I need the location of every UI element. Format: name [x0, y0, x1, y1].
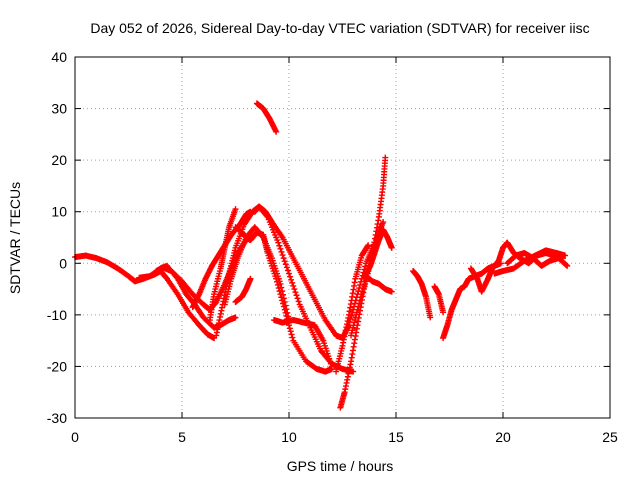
data-point: [286, 325, 293, 332]
data-point: [427, 314, 434, 321]
data-point: [282, 309, 289, 316]
data-point: [360, 285, 367, 292]
data-point: [286, 270, 292, 277]
data-point: [287, 328, 294, 335]
y-tick-label: 30: [51, 101, 67, 117]
data-point: [279, 252, 286, 259]
data-point: [283, 264, 290, 271]
data-point: [282, 261, 289, 268]
data-point: [356, 300, 363, 307]
data-point: [281, 306, 288, 313]
data-point: [564, 262, 571, 269]
data-point: [273, 275, 280, 282]
series-arc-05: [206, 206, 239, 324]
data-point: [288, 331, 295, 338]
data-point: [274, 278, 281, 285]
series-arc-14: [333, 242, 372, 375]
data-point: [292, 289, 299, 296]
data-point: [278, 248, 285, 255]
y-tick-label: 40: [51, 49, 67, 65]
grid-lines: [75, 57, 610, 418]
data-point: [276, 242, 283, 249]
x-tick-label: 25: [602, 429, 618, 445]
data-point: [274, 281, 281, 288]
series-arc-24: [504, 249, 571, 269]
data-point: [294, 295, 301, 302]
data-point: [289, 279, 296, 286]
data-point: [283, 312, 290, 319]
axis-ticks: 0 5 10 15 20 25 -30 -20 -10 0 10 20 30 40: [47, 49, 618, 445]
series-arc-12: [271, 317, 335, 370]
data-point: [357, 297, 364, 304]
data-point: [277, 245, 284, 252]
data-points: [72, 100, 571, 411]
data-point: [277, 291, 284, 298]
data-point: [275, 285, 282, 292]
y-tick-label: 20: [51, 152, 67, 168]
data-point: [388, 288, 395, 295]
data-point: [357, 294, 364, 301]
x-tick-label: 5: [178, 429, 186, 445]
data-point: [295, 298, 302, 305]
data-point: [287, 273, 294, 280]
x-tick-label: 20: [495, 429, 511, 445]
y-tick-label: 0: [59, 255, 67, 271]
data-point: [562, 252, 569, 259]
data-point: [281, 258, 288, 265]
y-tick-label: -30: [47, 410, 67, 426]
data-point: [440, 309, 447, 316]
x-tick-label: 10: [281, 429, 297, 445]
y-tick-label: -10: [47, 307, 67, 323]
series-arc-17: [363, 273, 395, 295]
data-point: [273, 128, 280, 135]
data-point: [276, 288, 283, 295]
data-point: [354, 306, 361, 313]
data-point: [290, 282, 297, 289]
data-point: [563, 262, 570, 269]
series-arc-23: [491, 247, 569, 277]
data-point: [284, 267, 291, 274]
data-point: [382, 154, 389, 161]
data-point: [365, 242, 372, 249]
chart-title: Day 052 of 2026, Sidereal Day-to-day VTE…: [90, 20, 589, 36]
data-point: [380, 219, 387, 226]
data-point: [280, 300, 287, 307]
data-point: [361, 281, 368, 288]
series-arc-10: [253, 100, 280, 135]
series-arc-20: [440, 260, 504, 342]
data-point: [280, 255, 287, 262]
series-arc-11: [232, 275, 254, 305]
data-point: [232, 314, 239, 321]
data-point: [279, 297, 286, 304]
series-arc-18: [410, 268, 434, 321]
data-point: [232, 206, 239, 213]
x-tick-label: 15: [388, 429, 404, 445]
data-point: [388, 244, 395, 251]
data-point: [350, 368, 357, 375]
data-point: [275, 239, 282, 246]
y-axis-label: SDTVAR / TECUs: [7, 182, 23, 294]
data-point: [293, 292, 300, 299]
data-point: [247, 275, 254, 282]
series-arc-02: [136, 262, 239, 331]
series-arc-19: [431, 283, 447, 316]
x-axis-label: GPS time / hours: [287, 458, 394, 474]
data-point: [328, 363, 335, 370]
series-arc-16: [360, 226, 395, 282]
data-point: [355, 303, 362, 310]
data-point: [289, 334, 296, 341]
y-tick-label: 10: [51, 204, 67, 220]
data-point: [288, 276, 295, 283]
data-point: [278, 294, 285, 301]
data-point: [291, 286, 298, 293]
x-tick-label: 0: [71, 429, 79, 445]
data-point: [358, 291, 365, 298]
y-tick-label: -20: [47, 358, 67, 374]
plot-frame: [74, 56, 611, 419]
data-point: [359, 288, 366, 295]
data-point: [280, 303, 287, 310]
